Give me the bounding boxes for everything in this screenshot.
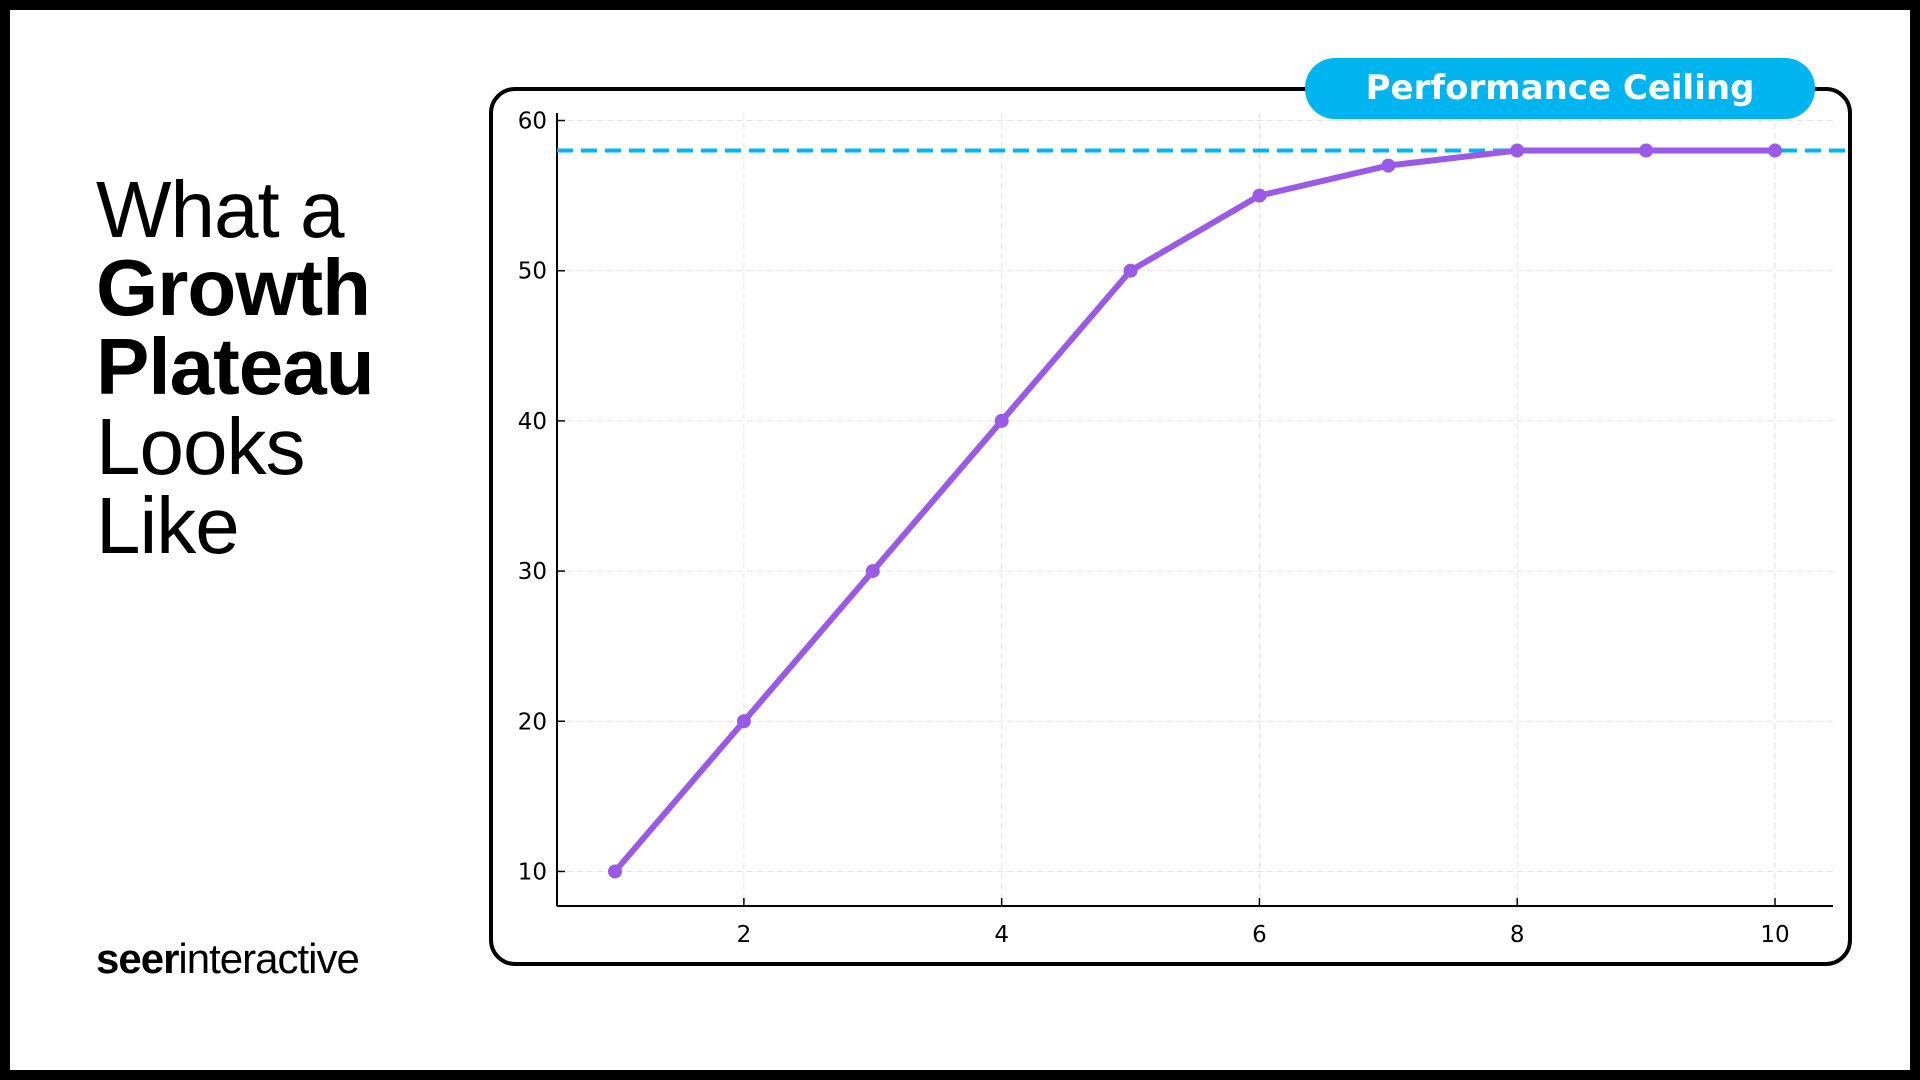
- logo-regular: interactive: [178, 935, 359, 982]
- data-point: [1381, 158, 1396, 173]
- y-tick-label: 20: [518, 709, 547, 735]
- heading-line: Plateau: [96, 322, 375, 411]
- data-point: [1510, 143, 1525, 158]
- x-tick-label: 8: [1510, 922, 1525, 948]
- data-point: [1252, 188, 1267, 203]
- data-point: [865, 564, 880, 579]
- heading-line: Like: [96, 481, 240, 570]
- y-tick-label: 30: [518, 559, 547, 585]
- heading-line: Looks: [96, 402, 305, 491]
- data-point: [1639, 143, 1654, 158]
- heading-line: Growth: [96, 243, 371, 332]
- y-tick-label: 40: [518, 409, 547, 435]
- heading-line: What a: [96, 165, 344, 254]
- ceiling-pill: [1305, 58, 1815, 119]
- x-tick-label: 4: [994, 922, 1009, 948]
- ceiling-label: Performance Ceiling: [1366, 68, 1755, 108]
- y-tick-label: 10: [518, 859, 547, 885]
- logo: seerinteractive: [96, 935, 360, 983]
- x-tick-label: 10: [1760, 922, 1789, 948]
- chart-box: [489, 87, 1852, 966]
- data-point: [608, 864, 622, 879]
- y-tick-label: 50: [518, 259, 547, 285]
- logo-bold: seer: [96, 935, 179, 982]
- data-point: [1123, 263, 1138, 278]
- y-tick-label: 60: [518, 109, 547, 135]
- data-line: [612, 147, 1775, 874]
- x-tick-label: 6: [1252, 922, 1267, 948]
- x-tick-label: 2: [737, 922, 752, 948]
- data-point: [736, 714, 751, 729]
- data-point: [994, 413, 1009, 428]
- data-point: [1768, 143, 1782, 158]
